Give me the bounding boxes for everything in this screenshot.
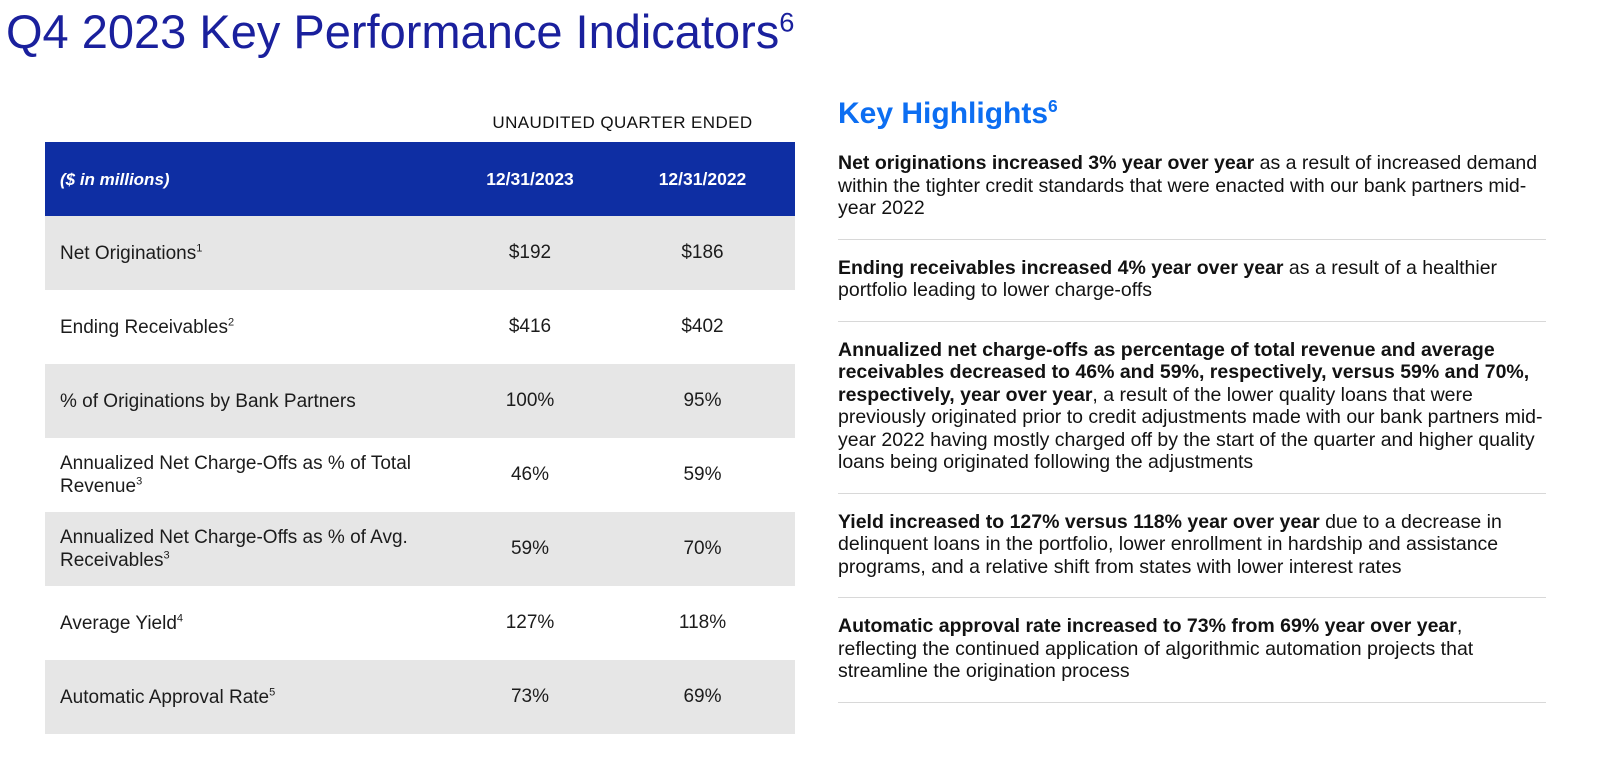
value-2022: 70%	[683, 538, 722, 559]
key-highlights-heading: Key Highlights6	[838, 96, 1546, 131]
value-2022: 59%	[683, 464, 722, 485]
value-2023: 59%	[510, 538, 550, 559]
table-row-charge-offs-total-revenue: Annualized Net Charge-Offs as % of Total…	[45, 438, 795, 512]
table-header-row: ($ in millions) 12/31/2023 12/31/2022	[45, 142, 795, 216]
highlight-detail: as a result of increased demand within t…	[838, 152, 1538, 219]
table-header-col-2023: 12/31/2023	[486, 168, 574, 189]
highlight-lead: Yield increased to 127% versus 118% year…	[838, 510, 1320, 533]
highlight-lead: Annualized net charge-offs as percentage…	[838, 338, 1530, 406]
footnote-ref: 2	[227, 316, 235, 329]
table-row-ending-receivables: Ending Receivables2 $416 $402	[45, 290, 795, 364]
highlight-item-automatic-approval: Automatic approval rate increased to 73%…	[838, 598, 1546, 703]
value-2023: $192	[508, 242, 552, 263]
row-label: Net Originations1	[60, 242, 203, 264]
table-row-automatic-approval-rate: Automatic Approval Rate5 73% 69%	[45, 660, 795, 734]
row-label: Annualized Net Charge-Offs as % of Total…	[60, 453, 411, 497]
value-2023: 127%	[505, 612, 555, 633]
highlight-detail: as a result of a healthier portfolio lea…	[838, 256, 1498, 302]
row-label: Annualized Net Charge-Offs as % of Avg. …	[60, 527, 408, 571]
value-2023: 73%	[510, 686, 550, 707]
table-row-charge-offs-avg-receivables: Annualized Net Charge-Offs as % of Avg. …	[45, 512, 795, 586]
footnote-ref: 3	[163, 549, 170, 562]
footnote-ref: 5	[269, 686, 276, 699]
value-2022: $402	[681, 316, 724, 337]
row-label: Automatic Approval Rate5	[60, 686, 276, 708]
highlight-detail: , reflecting the continued application o…	[838, 615, 1474, 682]
kpi-table: ($ in millions) 12/31/2023 12/31/2022 Ne…	[45, 142, 795, 734]
value-2022: $186	[681, 242, 724, 263]
value-2023: $416	[508, 316, 552, 337]
table-body: Net Originations1 $192 $186 Ending Recei…	[45, 216, 795, 734]
value-2023: 46%	[510, 464, 550, 485]
highlight-lead: Ending receivables increased 4% year ove…	[838, 256, 1284, 279]
table-header-col-2022: 12/31/2022	[658, 168, 747, 189]
highlight-item-net-originations: Net originations increased 3% year over …	[838, 146, 1546, 240]
value-2022: 95%	[683, 390, 722, 411]
key-highlights-section: Key Highlights6 Net originations increas…	[838, 96, 1546, 703]
highlight-detail: due to a decrease in delinquent loans in…	[838, 510, 1502, 578]
value-2023: 100%	[505, 390, 555, 411]
value-2022: 69%	[683, 686, 722, 707]
table-caption: UNAUDITED QUARTER ENDED	[492, 113, 753, 132]
footnote-ref: 4	[176, 612, 184, 625]
table-header-units-label: ($ in millions)	[60, 169, 170, 189]
kpi-table-section: UNAUDITED QUARTER ENDED ($ in millions) …	[45, 113, 795, 734]
key-highlights-heading-text: Key Highlights	[838, 97, 1049, 130]
page-title-text: Q4 2023 Key Performance Indicators	[6, 5, 780, 58]
value-2022: 118%	[678, 612, 727, 633]
highlight-lead: Automatic approval rate increased to 73%…	[838, 615, 1457, 637]
footnote-ref: 3	[136, 475, 143, 488]
highlight-lead: Net originations increased 3% year over …	[838, 152, 1255, 174]
table-row-net-originations: Net Originations1 $192 $186	[45, 216, 795, 290]
highlight-item-yield: Yield increased to 127% versus 118% year…	[838, 494, 1546, 598]
table-row-average-yield: Average Yield4 127% 118%	[45, 586, 795, 660]
table-row-originations-by-bank-partners: % of Originations by Bank Partners 100% …	[45, 364, 795, 438]
row-label: % of Originations by Bank Partners	[60, 390, 356, 412]
row-label: Average Yield4	[60, 612, 184, 634]
key-highlights-footnote-ref: 6	[1048, 96, 1058, 116]
highlight-detail: , a result of the lower quality loans th…	[838, 383, 1543, 474]
footnote-ref: 1	[196, 242, 203, 255]
highlight-item-ending-receivables: Ending receivables increased 4% year ove…	[838, 240, 1546, 322]
page-title: Q4 2023 Key Performance Indicators6	[6, 0, 794, 64]
highlight-item-charge-offs: Annualized net charge-offs as percentage…	[838, 322, 1546, 494]
row-label: Ending Receivables2	[60, 316, 235, 338]
page-title-footnote-ref: 6	[779, 6, 795, 38]
